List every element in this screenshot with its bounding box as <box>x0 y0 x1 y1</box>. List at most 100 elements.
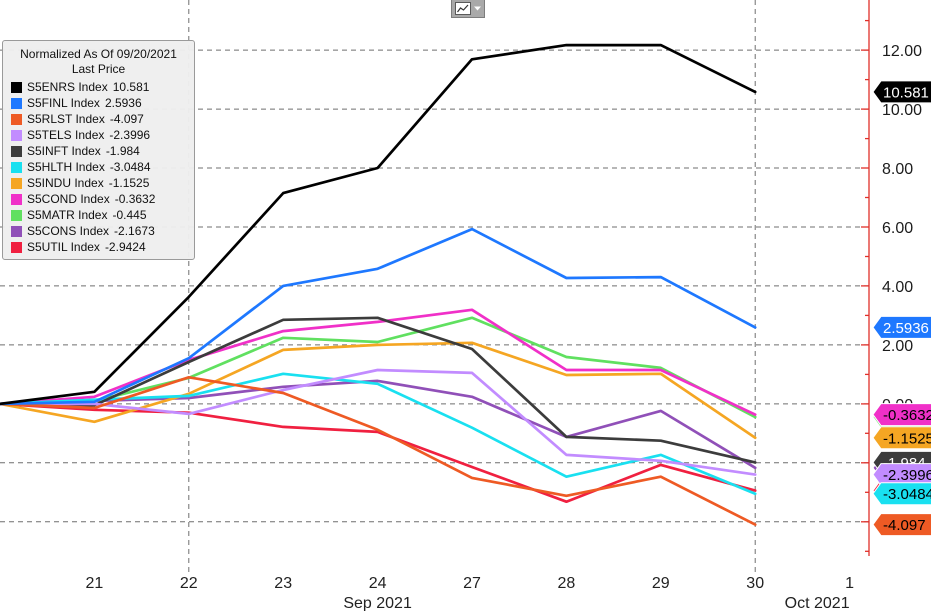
last-value-label: -3.0484 <box>883 486 931 503</box>
legend-item-s5tels[interactable]: S5TELS Index -2.3996 <box>3 127 194 143</box>
y-tick-label: 2.00 <box>882 338 913 355</box>
last-value-tag-s5cond: -0.3632 <box>872 403 931 427</box>
legend-series-value: 2.5936 <box>104 96 142 110</box>
x-tick-label: 23 <box>274 575 292 592</box>
x-month-label: Sep 2021 <box>343 595 412 611</box>
legend-title: Normalized As Of 09/20/2021 <box>20 47 177 61</box>
legend-item-s5finl[interactable]: S5FINL Index 2.5936 <box>3 95 194 111</box>
x-tick-label: 1 <box>845 575 854 592</box>
legend-series-name: S5ENRS Index <box>27 80 108 94</box>
series-line-s5tels <box>0 368 757 476</box>
legend-series-name: S5HLTH Index <box>27 160 105 174</box>
legend-swatch <box>11 113 22 125</box>
legend-series-name: S5INDU Index <box>27 176 104 190</box>
last-value-label: -2.3996 <box>883 467 931 484</box>
x-tick-label: 21 <box>86 575 104 592</box>
legend-swatch <box>11 193 22 205</box>
legend-items: S5ENRS Index 10.581 S5FINL Index 2.5936 S5RL… <box>3 79 194 255</box>
last-value-tag-shape <box>872 403 931 427</box>
last-value-tag-shape <box>872 482 931 506</box>
series-line-s5rlst <box>0 375 757 526</box>
legend-series-name: S5CONS Index <box>27 224 110 238</box>
legend-swatch <box>11 81 22 93</box>
y-tick-label: 10.00 <box>882 102 922 119</box>
legend-item-s5inft[interactable]: S5INFT Index -1.984 <box>3 143 194 159</box>
last-value-tag-s5enrs: 10.581 <box>872 80 931 104</box>
last-value-tag-s5hlth: -3.0484 <box>872 482 931 506</box>
series-line-s5indu <box>0 341 757 440</box>
last-value-tag-shape <box>872 426 931 450</box>
line-chart-icon <box>455 2 471 15</box>
legend-series-name: S5TELS Index <box>27 128 105 142</box>
legend-item-s5util[interactable]: S5UTIL Index -2.9424 <box>3 239 194 255</box>
legend-swatch <box>11 129 22 141</box>
legend-series-name: S5INFT Index <box>27 144 101 158</box>
legend-item-s5cons[interactable]: S5CONS Index -2.1673 <box>3 223 194 239</box>
legend-series-name: S5MATR Index <box>27 208 108 222</box>
x-tick-label: 30 <box>746 575 764 592</box>
legend-series-value: -1.1525 <box>108 176 150 190</box>
last-value-tag-shape <box>872 315 931 339</box>
legend-series-value: -0.445 <box>112 208 147 222</box>
y-tick-label: 4.00 <box>882 279 913 296</box>
last-value-tag-s5indu: -1.1525 <box>872 426 931 450</box>
series-line-s5cond <box>0 308 757 416</box>
legend-series-value: -2.9424 <box>104 240 146 254</box>
y-tick-label: 12.00 <box>882 43 922 60</box>
series-line-s5finl <box>0 227 757 406</box>
last-value-label: -4.097 <box>883 517 926 534</box>
x-tick-label: 27 <box>463 575 481 592</box>
y-tick-label: 6.00 <box>882 220 913 237</box>
legend-series-name: S5FINL Index <box>27 96 100 110</box>
x-month-label: Oct 2021 <box>785 595 850 611</box>
last-value-label: 10.581 <box>883 84 929 101</box>
legend-swatch <box>11 177 22 189</box>
x-tick-label: 24 <box>369 575 387 592</box>
chart-type-menu-button[interactable] <box>451 0 485 18</box>
legend-series-name: S5UTIL Index <box>27 240 100 254</box>
legend-swatch <box>11 97 22 109</box>
legend-swatch <box>11 225 22 237</box>
legend-series-value: -0.3632 <box>114 192 156 206</box>
x-axis: 21 22 23 24 27 28 29 30 1 Sep 2021 Oct 2021 <box>86 575 855 611</box>
legend-series-name: S5RLST Index <box>27 112 105 126</box>
legend-series-value: -4.097 <box>109 112 144 126</box>
legend-subtitle: Last Price <box>71 62 126 76</box>
legend: Normalized As Of 09/20/2021 Last Price S… <box>2 40 195 260</box>
legend-item-s5enrs[interactable]: S5ENRS Index 10.581 <box>3 79 194 95</box>
legend-series-value: -2.3996 <box>109 128 151 142</box>
last-value-label: -1.1525 <box>883 430 931 447</box>
last-value-tag-s5finl: 2.5936 <box>872 315 931 339</box>
legend-series-value: -3.0484 <box>109 160 151 174</box>
series-line-s5enrs <box>0 43 757 406</box>
legend-series-value: 10.581 <box>112 80 150 94</box>
legend-swatch <box>11 161 22 173</box>
legend-item-s5cond[interactable]: S5COND Index -0.3632 <box>3 191 194 207</box>
y-tick-label: 8.00 <box>882 161 913 178</box>
series-lines <box>0 43 757 526</box>
last-value-tag-s5rlst: -4.097 <box>872 513 931 537</box>
last-value-tag-shape <box>872 513 931 537</box>
x-tick-label: 22 <box>180 575 198 592</box>
series-line-s5matr <box>0 316 757 419</box>
x-tick-label: 29 <box>652 575 670 592</box>
legend-item-s5matr[interactable]: S5MATR Index -0.445 <box>3 207 194 223</box>
legend-series-value: -1.984 <box>105 144 140 158</box>
legend-item-s5hlth[interactable]: S5HLTH Index -3.0484 <box>3 159 194 175</box>
series-line-s5inft <box>0 316 757 464</box>
legend-item-s5rlst[interactable]: S5RLST Index -4.097 <box>3 111 194 127</box>
last-value-label: -0.3632 <box>883 407 931 424</box>
legend-item-s5indu[interactable]: S5INDU Index -1.1525 <box>3 175 194 191</box>
last-value-tag-s5tels: -2.3996 <box>872 463 931 487</box>
series-line-s5util <box>0 402 757 504</box>
legend-series-name: S5COND Index <box>27 192 110 206</box>
x-tick-label: 28 <box>558 575 576 592</box>
legend-series-value: -2.1673 <box>114 224 155 238</box>
last-value-label: 2.5936 <box>883 320 929 337</box>
chevron-down-icon <box>474 6 481 11</box>
series-line-s5cons <box>0 379 757 470</box>
legend-swatch <box>11 241 22 253</box>
legend-swatch <box>11 209 22 221</box>
